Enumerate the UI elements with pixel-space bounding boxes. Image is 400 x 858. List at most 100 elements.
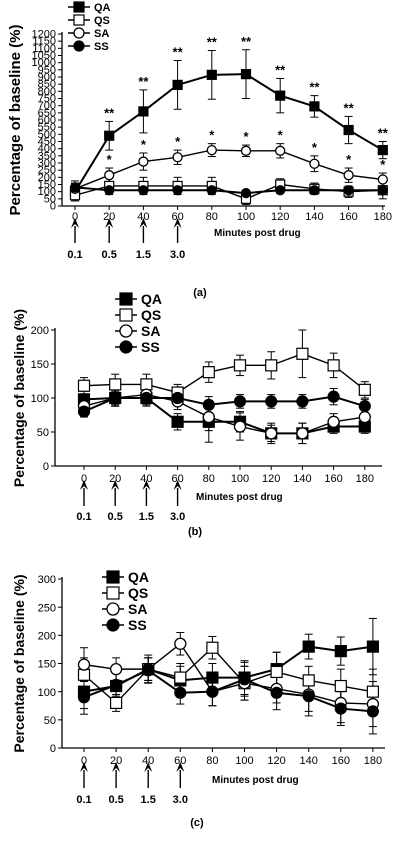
panel-a-series-ss-line (74, 186, 383, 195)
panel-b-y-tick-label: 100 (31, 393, 49, 405)
panel-b-series-sa-marker (265, 427, 278, 440)
panel-c-dose-label: 3.0 (173, 794, 188, 806)
panel-a-y-tick-label: 450 (38, 136, 56, 148)
panel-a-dose-label: 0.1 (67, 249, 82, 261)
panel-b-dose-label: 0.5 (108, 511, 123, 523)
panel-b-dose-arrow-head (111, 480, 120, 490)
panel-c-series-qs-marker (109, 696, 123, 710)
panel-b-series-ss-markers (77, 390, 371, 418)
panel-c-series-ss-marker (77, 691, 91, 704)
panel-c-dose-label: 1.5 (141, 794, 156, 806)
panel-b-x-tick-label: 80 (203, 473, 215, 485)
panel-b-legend-entry (115, 308, 137, 322)
panel-a-series-ss-marker (138, 185, 149, 196)
panel-a-significance-star: * (380, 157, 386, 172)
panel-a-series-qa-marker (172, 79, 183, 90)
panel-c-x-tick-label: 120 (267, 755, 285, 767)
panel-b-series-ss-marker (171, 391, 184, 405)
panel-c-series-qs-marker (174, 671, 187, 684)
panel-b-x-tick-label: 0 (81, 473, 87, 485)
panel-b-legend-label: QS (141, 307, 161, 323)
panel-a-significance-star: ** (378, 126, 389, 141)
panel-b-series-ss-marker (265, 395, 278, 408)
panel-a-y-tick-label: 800 (38, 86, 56, 98)
panel-a-legend-label: QA (94, 2, 111, 14)
panel-c-series-qs-marker (206, 641, 219, 654)
panel-b-y-tick-label: 50 (37, 427, 49, 439)
panel-c-y-axis-label: Percentage of baseline (%) (11, 574, 27, 752)
panel-a-significance-star: * (175, 134, 181, 149)
panel-a-series-ss (71, 182, 387, 197)
panel-c-legend-entry (102, 618, 124, 632)
panel-b-series-sa (80, 385, 369, 445)
panel-b-dose-arrow-head (80, 480, 88, 490)
panel-a-series-ss-markers (69, 182, 388, 199)
panel-a-y-tick-label: 600 (38, 115, 56, 127)
panel-c-series-ss-marker (238, 673, 251, 686)
panel-b-series-ss (80, 387, 369, 418)
panel-c-dose-label: 0.1 (76, 794, 91, 806)
panel-a-series-ss-marker (172, 185, 183, 196)
panel-a-series-qa-marker (343, 124, 354, 136)
panel-a-y-tick-label: 1150 (32, 36, 56, 48)
panel-a-y-axis-label: Percentage of baseline (%) (7, 25, 24, 216)
panel-a-legend-label: QS (94, 15, 110, 27)
panel-a-series-qa-marker (138, 106, 149, 117)
panel-c-series-ss-marker (174, 686, 187, 699)
panel-b-dose-arrow-head (142, 480, 151, 490)
panel-a-y-tick-label: 1100 (32, 43, 56, 55)
panel-c-dose-arrow-head (144, 762, 153, 772)
panel-a-x-tick-label: 20 (103, 211, 115, 223)
panel-a-series-ss-marker (104, 185, 115, 196)
panel-a-significance-star: * (209, 128, 215, 143)
panel-c-y-tick-label: 100 (38, 687, 56, 699)
panel-c-series-qa-marker (366, 640, 379, 653)
panel-a-series-sa-marker (343, 170, 354, 181)
panel-a-significance-star: * (107, 152, 113, 167)
panel-c-series-ss-markers (77, 664, 379, 718)
panel-b-legend-entry (115, 340, 137, 354)
panel-c-series-sa-markers (77, 637, 380, 711)
panel-a-series-qa-line (74, 73, 384, 193)
panel-b-legend-entry (115, 292, 137, 306)
panel-a-series-qa-marker (377, 145, 388, 156)
panel-b-series-ss-marker (77, 405, 91, 418)
panel-b-label: (b) (188, 526, 202, 538)
panel-a-significance-star: ** (104, 105, 115, 120)
panel-b-series-qs (80, 329, 369, 402)
panel-b-series-ss-marker (233, 395, 247, 408)
panel-b-series-qa-marker (171, 415, 184, 428)
panel-b-y-tick-label: 200 (31, 325, 49, 337)
panel-c-series-sa-marker (174, 637, 187, 650)
panel-b-legend-label: QA (141, 291, 162, 307)
panel-c-series-ss-marker (302, 690, 315, 703)
panel-c-x-tick-label: 140 (300, 755, 318, 767)
panel-b-x-axis-label: Minutes post drug (196, 492, 283, 503)
panel-c-dose-label: 0.5 (108, 794, 123, 806)
panel-c-dose-arrow-head (80, 762, 88, 772)
panel-c-legend-entry (102, 602, 124, 616)
panel-b-series-qs-marker (77, 379, 91, 392)
panel-c-legend-marker (106, 602, 120, 616)
panel-b-x-tick-label: 20 (109, 473, 121, 485)
panel-a-significance-star: ** (275, 62, 286, 77)
panel-c-dose-arrow-head (176, 762, 185, 772)
panel-c-legend-label: SA (128, 601, 147, 617)
panel-c-dose-arrow-head (112, 762, 121, 772)
panel-a-legend-marker (73, 27, 85, 39)
panel-a-significance-star: ** (207, 34, 218, 49)
panel-a-series-sa-marker (377, 174, 388, 185)
panel-a-series-ss-marker (275, 185, 286, 196)
panel-b-legend-marker (119, 340, 133, 354)
panel-c-legend-label: SS (128, 617, 147, 633)
panel-c-x-tick-label: 60 (174, 755, 186, 767)
panel-b-series-ss-marker (327, 390, 340, 403)
panel-c-series-ss-marker (206, 685, 219, 698)
panel-c-series-qs-marker (302, 674, 315, 687)
panel-c-legend-entry (102, 570, 124, 584)
panel-a-series-qa (71, 49, 387, 201)
panel-a-dose-arrow-head (105, 218, 114, 228)
panel-c-y-tick-label: 150 (38, 659, 56, 671)
panel-a-x-tick-label: 180 (374, 211, 392, 223)
panel-a-series-sa-line (74, 149, 383, 190)
